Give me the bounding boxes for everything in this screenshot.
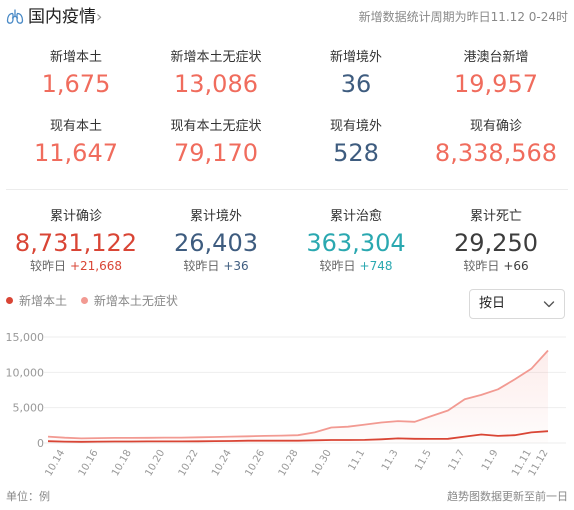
legend-label: 新增本土 — [19, 294, 68, 308]
stat-label: 累计境外 — [189, 209, 242, 224]
legend-label: 新增本土无症状 — [93, 294, 178, 308]
series-lines — [47, 349, 549, 443]
legend-item-new-local-asymptomatic[interactable]: 新增本土无症状 — [80, 292, 178, 309]
period-select[interactable]: 按日 — [469, 289, 565, 319]
y-axis-labels: 0 5,000 10,000 15,000 — [6, 331, 45, 450]
series-line-asymptomatic — [47, 349, 549, 440]
stat-label: 新增境外 — [329, 50, 382, 65]
y-tick-label: 10,000 — [6, 366, 45, 379]
delta-value: +36 — [223, 259, 249, 273]
stat-new-local: 新增本土 1,675 — [6, 49, 146, 99]
x-tick-label: 10.16 — [77, 448, 101, 478]
stat-value: 26,403 — [174, 229, 258, 257]
stat-total-imported: 累计境外 26,403 较昨日 +36 — [146, 208, 286, 274]
stat-value: 19,957 — [454, 70, 538, 98]
stat-value: 8,731,122 — [14, 229, 138, 257]
y-tick-label: 5,000 — [13, 402, 45, 415]
x-tick-label: 11.3 — [380, 448, 401, 473]
stat-current-local-asymptomatic: 现有本土无症状 79,170 — [146, 118, 286, 168]
delta-label: 较昨日 — [29, 259, 66, 273]
y-tick-label: 15,000 — [6, 331, 45, 344]
chevron-down-icon — [543, 301, 555, 308]
x-tick-label: 10.22 — [177, 448, 201, 478]
delta-label: 较昨日 — [183, 259, 220, 273]
delta-value: +748 — [359, 259, 393, 273]
delta-label: 较昨日 — [463, 259, 500, 273]
x-tick-label: 10.24 — [210, 448, 234, 478]
stat-total-recovered: 累计治愈 363,304 较昨日 +748 — [286, 208, 426, 274]
stat-label: 现有境外 — [329, 119, 382, 134]
x-tick-label: 10.30 — [310, 448, 334, 478]
stat-period-note: 新增数据统计周期为昨日11.12 0-24时 — [358, 10, 568, 24]
x-tick-label: 10.20 — [143, 448, 167, 478]
x-tick-label: 11.5 — [413, 448, 434, 473]
y-tick-label: 0 — [37, 437, 44, 450]
stat-value: 36 — [340, 70, 372, 98]
stat-total-confirmed: 累计确诊 8,731,122 较昨日 +21,668 — [6, 208, 146, 274]
lungs-icon — [6, 9, 24, 24]
divider — [6, 189, 568, 190]
stat-value: 1,675 — [41, 70, 111, 98]
stat-delta: 较昨日 +66 — [426, 258, 566, 274]
x-tick-label: 10.28 — [277, 448, 301, 478]
stat-new-imported: 新增境外 36 — [286, 49, 426, 99]
stat-current-imported: 现有境外 528 — [286, 118, 426, 168]
stat-total-deaths: 累计死亡 29,250 较昨日 +66 — [426, 208, 566, 274]
delta-value: +66 — [503, 259, 529, 273]
unit-label: 单位：例 — [6, 490, 50, 503]
stat-label: 新增本土无症状 — [170, 50, 262, 65]
stat-value: 11,647 — [34, 139, 118, 167]
x-axis-labels: 10.14 10.16 10.18 10.20 10.22 10.24 10.26 10.28… — [43, 448, 550, 478]
stat-current-local: 现有本土 11,647 — [6, 118, 146, 168]
series-line-new-local — [47, 430, 549, 443]
stat-label: 现有确诊 — [469, 119, 522, 134]
stat-label: 港澳台新增 — [463, 50, 529, 65]
stat-value: 79,170 — [174, 139, 258, 167]
stat-value: 528 — [333, 139, 379, 167]
delta-label: 较昨日 — [319, 259, 356, 273]
delta-value: +21,668 — [69, 259, 123, 273]
stat-label: 现有本土 — [49, 119, 102, 134]
update-note: 趋势图数据更新至前一日 — [447, 490, 568, 503]
stat-delta: 较昨日 +21,668 — [6, 258, 146, 274]
stat-label: 累计死亡 — [469, 209, 522, 224]
stat-new-local-asymptomatic: 新增本土无症状 13,086 — [146, 49, 286, 99]
stat-new-hk-macau-taiwan: 港澳台新增 19,957 — [426, 49, 566, 99]
period-select-value: 按日 — [479, 296, 506, 311]
legend-dot — [80, 297, 88, 304]
stat-delta: 较昨日 +36 — [146, 258, 286, 274]
legend-dot — [6, 297, 13, 304]
stat-delta: 较昨日 +748 — [286, 258, 426, 274]
stat-value: 8,338,568 — [434, 139, 558, 167]
x-tick-label: 11.9 — [480, 448, 501, 473]
x-tick-label: 10.14 — [43, 448, 67, 478]
x-tick-label: 10.26 — [243, 448, 267, 478]
stat-label: 累计确诊 — [49, 209, 102, 224]
header: 国内疫情 › 新增数据统计周期为昨日11.12 0-24时 — [0, 0, 574, 36]
stat-value: 13,086 — [174, 70, 258, 98]
stat-label: 累计治愈 — [329, 209, 382, 224]
stat-value: 363,304 — [306, 229, 406, 257]
chevron-right-icon[interactable]: › — [96, 7, 103, 26]
page-title[interactable]: 国内疫情 — [28, 7, 96, 27]
stat-current-confirmed: 现有确诊 8,338,568 — [426, 118, 566, 168]
stat-label: 现有本土无症状 — [170, 119, 262, 134]
x-tick-label: 10.18 — [110, 448, 134, 478]
legend-item-new-local[interactable]: 新增本土 — [6, 292, 67, 309]
x-tick-label: 11.1 — [347, 448, 368, 473]
stat-value: 29,250 — [454, 229, 538, 257]
stat-label: 新增本土 — [49, 50, 102, 65]
x-tick-label: 11.7 — [447, 448, 468, 473]
chart-legend: 新增本土 新增本土无症状 — [6, 292, 188, 309]
